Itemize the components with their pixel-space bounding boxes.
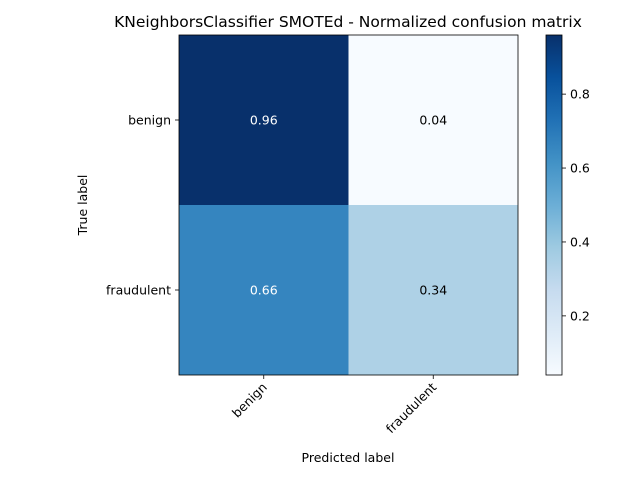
y-tick-label-0: benign [128,113,171,128]
cell-value-label-r0-c0: 0.96 [250,113,278,128]
cell-value-label-r1-c0: 0.66 [250,283,278,298]
colorbar-tick-label-3: 0.8 [570,87,590,102]
colorbar-tick-label-2: 0.6 [570,161,590,176]
cell-value-label-r1-c1: 0.34 [419,283,447,298]
y-tick-label-1: fraudulent [106,283,171,298]
colorbar-gradient [545,34,563,376]
plot-frame [178,34,519,376]
x-axis-label: Predicted label [302,450,395,465]
heatmap-cell-r1-c1 [348,205,518,375]
colorbar-tick-label-1: 0.4 [570,234,590,249]
heatmap-cell-r0-c1 [348,35,518,205]
colorbar-tick-label-0: 0.2 [570,308,590,323]
heatmap-plot-area: 0.96 0.04 0.66 0.34 benign fraudulent benign fr… [106,34,519,436]
x-tick-label-0: benign [229,380,270,421]
heatmap-cell-r1-c0 [179,205,349,375]
heatmap-cell-r0-c0 [179,35,349,205]
chart-title: KNeighborsClassifier SMOTEd - Normalized… [114,13,582,31]
y-axis-label: True label [75,175,90,237]
x-tick-label-1: fraudulent [383,379,440,436]
cell-value-label-r0-c1: 0.04 [419,113,447,128]
colorbar: 0.2 0.4 0.6 0.8 [545,34,590,376]
